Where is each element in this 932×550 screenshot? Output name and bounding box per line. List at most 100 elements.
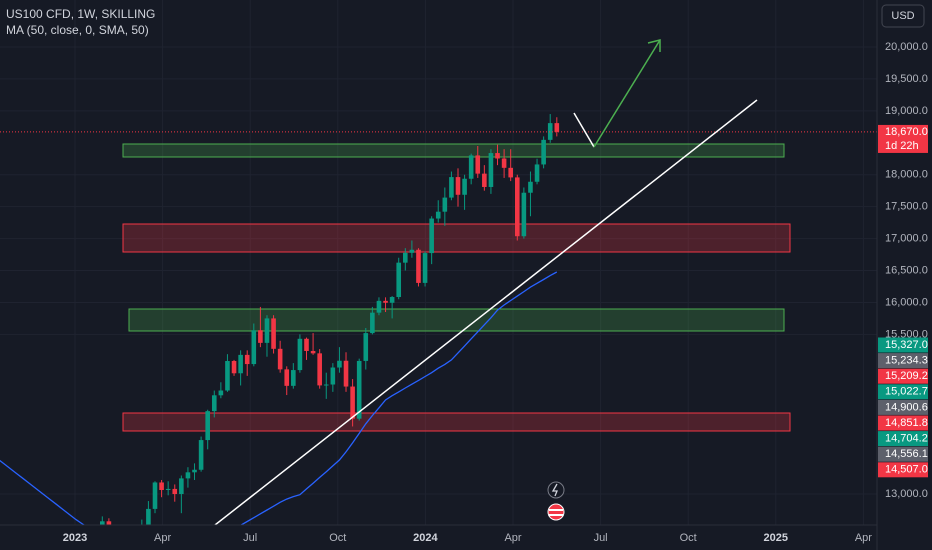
x-tick-label: Apr — [154, 532, 171, 544]
resistance-zone — [122, 412, 791, 432]
x-tick-label: Apr — [504, 532, 521, 544]
flag-stripe — [549, 514, 563, 516]
candle-body — [429, 218, 434, 254]
candle-body — [396, 262, 402, 298]
candle-body — [482, 173, 487, 187]
candle-body — [389, 297, 395, 303]
x-tick-label: Jul — [594, 532, 608, 544]
candle-body — [284, 369, 290, 386]
candle-body — [403, 252, 408, 263]
candle-body — [449, 177, 454, 198]
y-tick-label: 17,000.0 — [885, 232, 928, 244]
price-label: 14,556.1 — [885, 448, 928, 460]
plot-area — [0, 39, 877, 550]
candle-body — [488, 153, 494, 187]
candle-body — [528, 181, 533, 193]
candle-body — [231, 361, 237, 374]
price-label-box — [878, 446, 928, 462]
x-tick-label: Oct — [680, 532, 697, 544]
price-label: 15,022.7 — [885, 386, 928, 398]
candle-body — [146, 508, 151, 525]
candle-body — [198, 440, 204, 470]
candle-body — [343, 360, 349, 387]
projection-line — [573, 112, 595, 148]
candle-body — [554, 123, 560, 132]
candle-body — [192, 469, 197, 473]
price-label-box — [878, 368, 928, 384]
projection-arrow — [593, 39, 661, 148]
symbol-title: US100 CFD, 1W, SKILLING — [6, 7, 155, 21]
candle-body — [165, 488, 171, 491]
price-label: 14,704.2 — [885, 433, 928, 445]
y-tick-label: 15,500.0 — [885, 328, 928, 340]
candle-body — [330, 367, 336, 385]
candle-body — [277, 348, 283, 370]
candle-body — [323, 384, 329, 386]
candle-body — [218, 390, 224, 396]
candle-body — [179, 478, 184, 495]
event-icon[interactable] — [547, 481, 565, 499]
candle-body — [291, 370, 296, 386]
candle-body — [442, 197, 448, 212]
candle-body — [225, 361, 230, 391]
currency-label[interactable]: USD — [891, 10, 914, 22]
candle-body — [304, 338, 309, 351]
y-tick-label: 16,500.0 — [885, 264, 928, 276]
y-tick-label: 19,000.0 — [885, 105, 928, 117]
candle-body — [106, 521, 112, 525]
price-label-box — [878, 384, 928, 400]
axes: 13,000.0 15,500.0 16,000.0 16,500.0 17,000.0… — [63, 41, 928, 544]
candle-body — [251, 330, 257, 365]
x-tick-label: Oct — [329, 532, 346, 544]
candle-body — [435, 211, 441, 219]
price-label-box — [878, 399, 928, 415]
x-tick-label: Apr — [855, 532, 872, 544]
last-price-box — [878, 124, 928, 153]
price-label: 14,507.0 — [885, 464, 928, 476]
candle-body — [172, 488, 178, 495]
y-tick-label: 19,500.0 — [885, 73, 928, 85]
candle-body — [133, 541, 138, 550]
candle-body — [258, 330, 263, 343]
candle-body — [475, 155, 481, 174]
candle-body — [521, 192, 527, 237]
y-tick-label: 16,000.0 — [885, 296, 928, 308]
y-tick-label: 17,500.0 — [885, 201, 928, 213]
candle-body — [363, 333, 369, 361]
grid — [0, 0, 877, 525]
candle-body — [337, 360, 342, 368]
currency-button[interactable] — [881, 4, 925, 28]
candle-body — [495, 153, 500, 159]
candle-body — [120, 535, 125, 550]
x-tick-label: 2024 — [413, 532, 438, 544]
price-label-box — [878, 431, 928, 447]
candle-body — [350, 386, 355, 419]
candle-body — [244, 354, 250, 365]
price-label-box — [878, 415, 928, 431]
price-label: 14,900.6 — [885, 401, 928, 413]
support-zone — [122, 143, 785, 158]
lightning-icon — [551, 483, 558, 497]
x-tick-label: Jul — [243, 532, 257, 544]
price-label: 15,209.2 — [885, 370, 928, 382]
resistance-zone — [122, 223, 791, 253]
candle-body — [152, 482, 158, 509]
candle-body — [547, 123, 553, 140]
candle-body — [534, 164, 540, 182]
candle-body — [205, 411, 210, 441]
candle-body — [126, 541, 131, 550]
y-tick-label: 13,000.0 — [885, 488, 928, 500]
candle-body — [541, 139, 546, 165]
candle-body — [238, 354, 243, 374]
arrow-head — [647, 39, 661, 52]
flag-icon[interactable] — [547, 503, 565, 521]
price-label: 15,234.3 — [885, 355, 928, 367]
candle-body — [297, 338, 303, 371]
candle-body — [409, 249, 415, 253]
candle-body — [462, 178, 467, 195]
indicator-legend: MA (50, close, 0, SMA, 50) — [6, 23, 149, 37]
flag-stripe — [549, 509, 563, 511]
x-tick-label: 2025 — [764, 532, 788, 544]
